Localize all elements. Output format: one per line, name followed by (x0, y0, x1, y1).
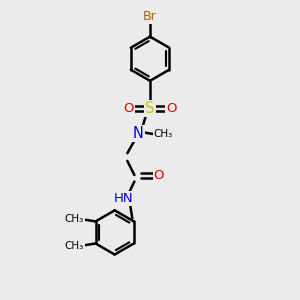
Text: CH₃: CH₃ (154, 129, 173, 139)
Text: CH₃: CH₃ (64, 241, 84, 251)
Text: Br: Br (143, 10, 157, 23)
Text: N: N (133, 126, 144, 141)
Text: O: O (124, 102, 134, 115)
Text: CH₃: CH₃ (64, 214, 84, 224)
Text: S: S (145, 101, 155, 116)
Text: HN: HN (114, 192, 133, 205)
Text: O: O (154, 169, 164, 182)
Text: O: O (166, 102, 176, 115)
